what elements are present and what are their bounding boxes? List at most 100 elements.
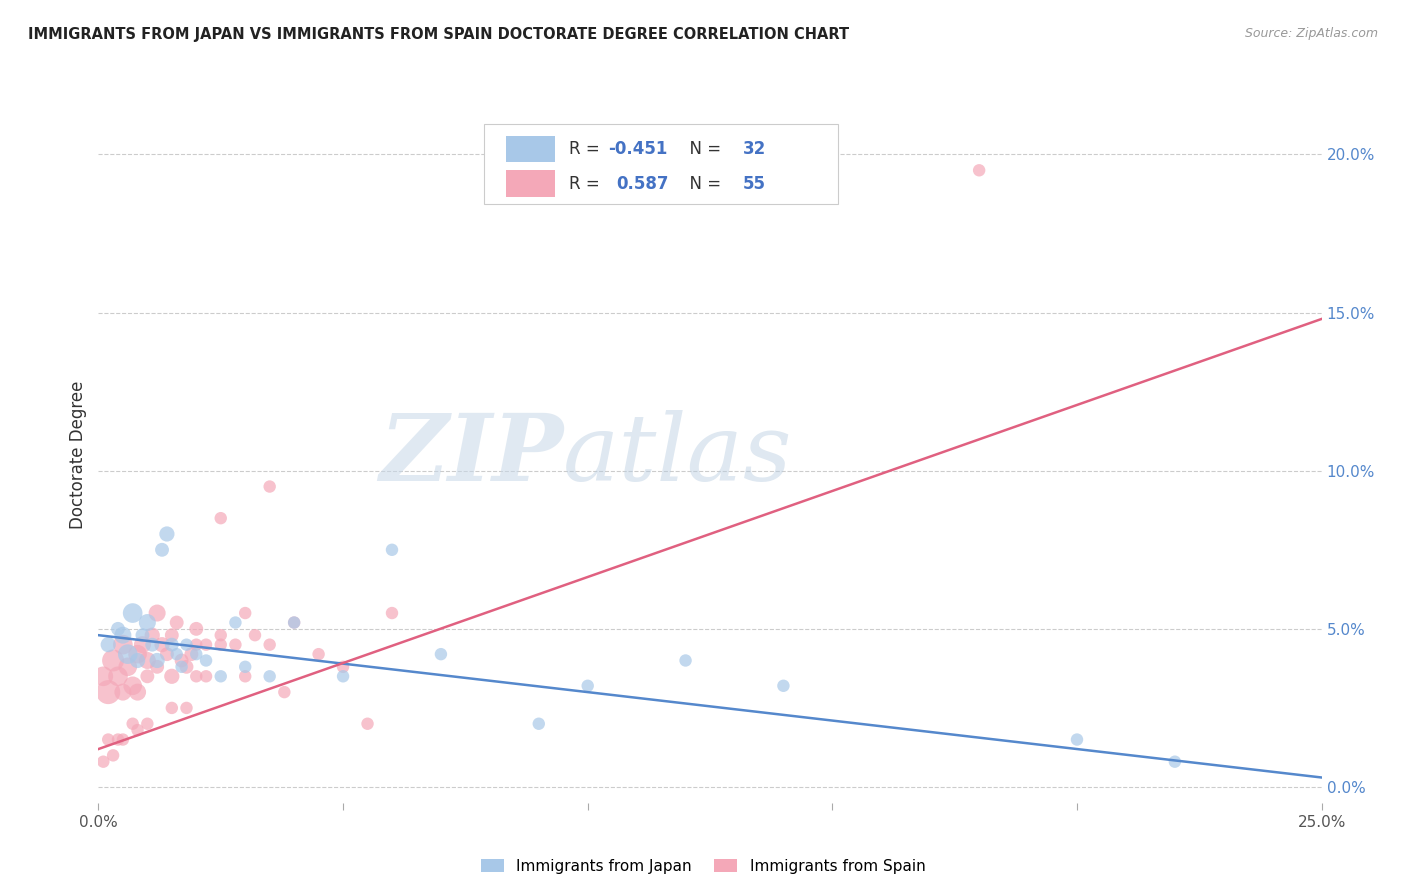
Point	[107, 732, 129, 747]
Text: atlas: atlas	[564, 410, 793, 500]
Point	[576, 679, 599, 693]
Text: -0.451: -0.451	[609, 140, 668, 158]
Point	[160, 628, 183, 642]
Point	[121, 606, 143, 620]
Point	[146, 653, 169, 667]
Point	[233, 606, 256, 620]
Point	[97, 685, 120, 699]
Text: Source: ZipAtlas.com: Source: ZipAtlas.com	[1244, 27, 1378, 40]
Point	[332, 660, 354, 674]
Point	[91, 669, 114, 683]
Point	[675, 653, 697, 667]
Point	[136, 669, 159, 683]
Point	[146, 606, 169, 620]
Point	[97, 732, 120, 747]
Point	[127, 647, 149, 661]
Text: 32: 32	[742, 140, 766, 158]
Point	[150, 542, 173, 557]
Point	[166, 615, 188, 630]
Point	[209, 511, 232, 525]
Point	[186, 622, 208, 636]
Point	[111, 638, 134, 652]
Point	[527, 716, 550, 731]
Text: 0.587: 0.587	[616, 175, 668, 193]
Point	[97, 638, 120, 652]
Point	[186, 647, 208, 661]
Point	[117, 647, 139, 661]
Point	[131, 638, 153, 652]
Point	[127, 723, 149, 737]
Point	[127, 653, 149, 667]
Legend: Immigrants from Japan, Immigrants from Spain: Immigrants from Japan, Immigrants from S…	[475, 853, 931, 880]
Text: N =: N =	[679, 175, 727, 193]
Point	[1164, 755, 1187, 769]
Point	[233, 660, 256, 674]
Point	[186, 638, 208, 652]
Point	[209, 638, 232, 652]
Text: 55: 55	[742, 175, 766, 193]
Text: R =: R =	[569, 175, 610, 193]
Bar	[506, 136, 555, 162]
Point	[195, 638, 218, 652]
Point	[772, 679, 794, 693]
Point	[356, 716, 378, 731]
Point	[136, 615, 159, 630]
Y-axis label: Doctorate Degree: Doctorate Degree	[69, 381, 87, 529]
Point	[156, 647, 179, 661]
Point	[131, 628, 153, 642]
Point	[121, 716, 143, 731]
Point	[283, 615, 305, 630]
Point	[308, 647, 330, 661]
Point	[160, 638, 183, 652]
Point	[136, 716, 159, 731]
Text: ZIP: ZIP	[380, 410, 564, 500]
Point	[101, 653, 124, 667]
Point	[209, 669, 232, 683]
Point	[170, 660, 193, 674]
Point	[243, 628, 266, 642]
Point	[195, 669, 218, 683]
Point	[166, 647, 188, 661]
Point	[283, 615, 305, 630]
Point	[273, 685, 295, 699]
Point	[156, 527, 179, 541]
Point	[176, 701, 198, 715]
Point	[160, 701, 183, 715]
Point	[1066, 732, 1088, 747]
Point	[195, 653, 218, 667]
Point	[107, 622, 129, 636]
Point	[224, 615, 246, 630]
Point	[176, 638, 198, 652]
Point	[209, 628, 232, 642]
Point	[111, 685, 134, 699]
Bar	[484, 124, 838, 204]
Point	[136, 653, 159, 667]
Point	[150, 638, 173, 652]
Point	[332, 669, 354, 683]
Point	[259, 479, 281, 493]
Bar	[506, 170, 555, 197]
Point	[259, 669, 281, 683]
Point	[121, 679, 143, 693]
Point	[141, 638, 163, 652]
Point	[170, 653, 193, 667]
Point	[101, 748, 124, 763]
Point	[91, 755, 114, 769]
Point	[176, 660, 198, 674]
Point	[259, 638, 281, 652]
Point	[233, 669, 256, 683]
Point	[381, 606, 404, 620]
Text: R =: R =	[569, 140, 606, 158]
Point	[224, 638, 246, 652]
Point	[967, 163, 990, 178]
Point	[430, 647, 453, 661]
Point	[180, 647, 202, 661]
Point	[381, 542, 404, 557]
Point	[160, 669, 183, 683]
Point	[186, 669, 208, 683]
Point	[127, 685, 149, 699]
Text: N =: N =	[679, 140, 727, 158]
Point	[141, 628, 163, 642]
Point	[146, 660, 169, 674]
Point	[111, 628, 134, 642]
